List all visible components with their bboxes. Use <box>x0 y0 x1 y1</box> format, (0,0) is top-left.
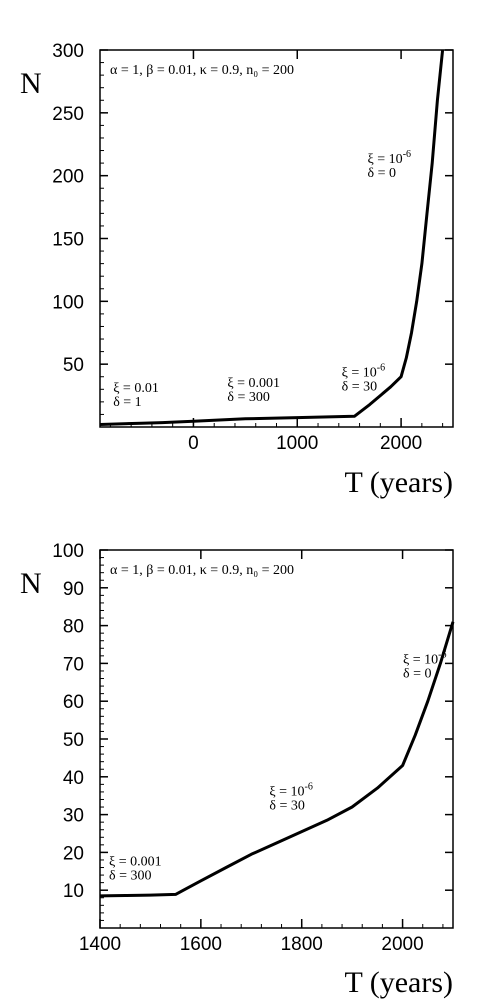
y-axis-label: N <box>20 567 42 600</box>
y-tick-label: 30 <box>63 806 84 827</box>
y-tick-label: 100 <box>52 541 84 562</box>
params-label: α = 1, β = 0.01, κ = 0.9, n₀ = 200 <box>110 563 294 578</box>
y-tick-label: 40 <box>63 768 84 789</box>
y-tick-label: 150 <box>52 230 84 251</box>
x-tick-label: 1000 <box>276 433 318 454</box>
annotation-delta: δ = 300 <box>109 869 152 884</box>
y-axis-label: N <box>20 67 42 100</box>
x-tick-label: 1600 <box>180 934 222 955</box>
series-line <box>99 621 455 898</box>
plot-frame <box>99 49 454 428</box>
x-axis-label: T (years) <box>344 966 453 999</box>
y-tick-label: 250 <box>52 104 84 125</box>
top-panel: 50 100 150 200 250 300 0 1000 2000 α = 1, β = 0.0… <box>20 41 454 499</box>
annotation-delta: δ = 0 <box>403 666 432 681</box>
plot-frame <box>99 549 454 929</box>
y-tick-label: 300 <box>52 41 84 62</box>
y-tick-label: 60 <box>63 692 84 713</box>
annotation-xi: ξ = 10-6 <box>269 782 312 800</box>
annotation-delta: δ = 0 <box>368 166 397 181</box>
x-tick-label: 0 <box>188 433 199 454</box>
params-label: α = 1, β = 0.01, κ = 0.9, n₀ = 200 <box>110 63 294 78</box>
y-tick-label: 80 <box>63 617 84 638</box>
x-tick-label: 2000 <box>380 433 422 454</box>
x-tick-label: 1800 <box>281 934 323 955</box>
y-tick-label: 70 <box>63 654 84 675</box>
annotation-xi: ξ = 10-6 <box>368 149 411 167</box>
bottom-panel: 10 20 30 40 50 60 70 80 90 100 1400 1600 1800 2000 α =… <box>20 541 455 999</box>
y-tick-label: 50 <box>63 355 84 376</box>
x-axis-label: T (years) <box>344 466 453 499</box>
y-tick-label: 200 <box>52 167 84 188</box>
series-line <box>99 49 445 426</box>
annotation-delta: δ = 300 <box>227 390 270 405</box>
annotation-xi: ξ = 10-6 <box>403 649 446 667</box>
x-tick-label: 2000 <box>381 934 423 955</box>
annotation-delta: δ = 30 <box>269 799 305 814</box>
annotation-xi: ξ = 10-6 <box>342 363 385 381</box>
annotation-delta: δ = 30 <box>342 380 378 395</box>
annotation-xi: ξ = 0.001 <box>227 376 280 391</box>
annotation-xi: ξ = 0.001 <box>109 855 162 870</box>
y-tick-label: 20 <box>63 843 84 864</box>
x-tick-label: 1400 <box>79 934 121 955</box>
annotation-xi: ξ = 0.01 <box>113 381 159 396</box>
annotation-delta: δ = 1 <box>113 395 142 410</box>
y-tick-label: 50 <box>63 730 84 751</box>
y-tick-label: 100 <box>52 292 84 313</box>
y-tick-label: 90 <box>63 579 84 600</box>
y-tick-label: 10 <box>63 881 84 902</box>
